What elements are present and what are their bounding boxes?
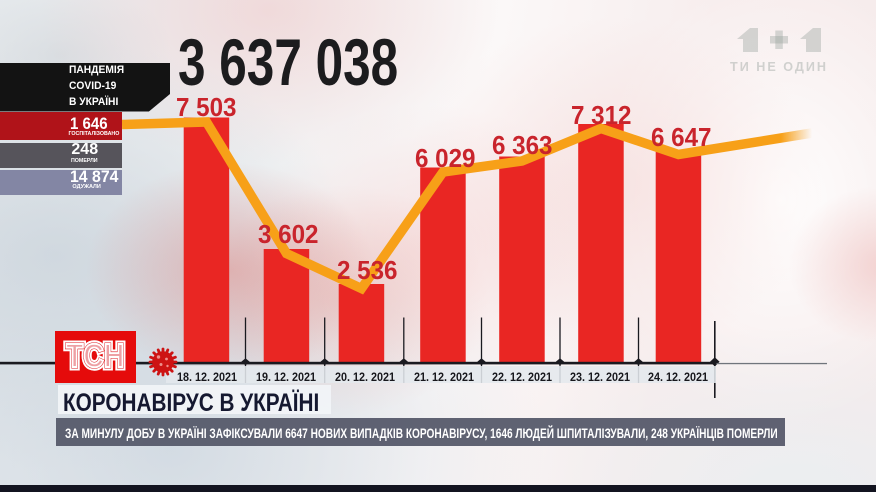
svg-text:ТИ НЕ ОДИН: ТИ НЕ ОДИН xyxy=(730,60,828,74)
